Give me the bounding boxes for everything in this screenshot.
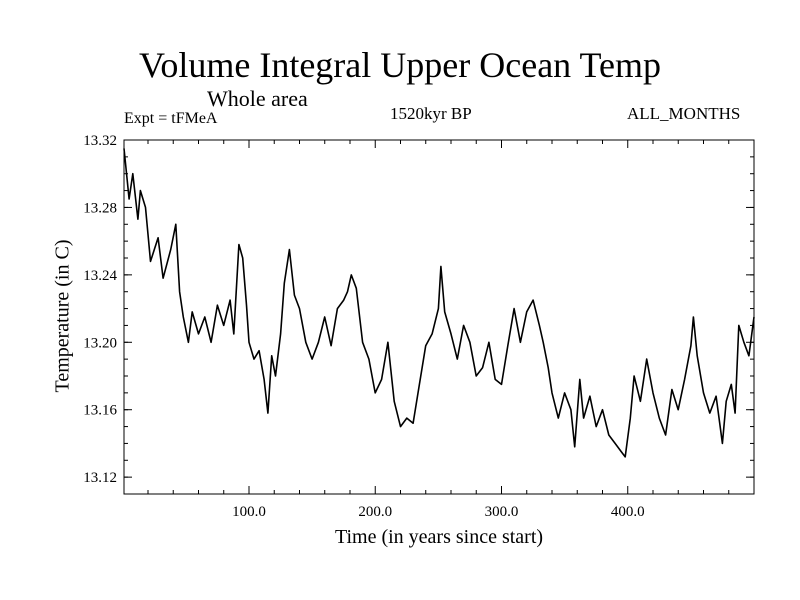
y-tick-label: 13.28 xyxy=(83,200,117,216)
x-tick-label: 100.0 xyxy=(232,504,266,520)
x-axis-label: Time (in years since start) xyxy=(334,526,544,548)
y-tick-label: 13.32 xyxy=(83,133,117,149)
x-tick-label: 400.0 xyxy=(611,504,645,520)
experiment-label: Expt = tFMeA xyxy=(124,110,218,127)
plot-frame xyxy=(123,139,755,495)
series-group xyxy=(123,148,755,458)
temperature-series-line xyxy=(123,148,755,458)
months-label: ALL_MONTHS xyxy=(627,104,741,123)
y-tick-label: 13.12 xyxy=(83,470,117,486)
axis-ticks: 13.12 13.16 13.20 13.24 13.28 13.32 100.0 200.0… xyxy=(83,133,754,520)
period-label: 1520kyr BP xyxy=(390,104,472,123)
x-tick-label: 200.0 xyxy=(358,504,392,520)
x-tick-label: 300.0 xyxy=(485,504,519,520)
y-tick-label: 13.24 xyxy=(83,268,117,284)
area-subtitle: Whole area xyxy=(207,86,308,111)
chart-title: Volume Integral Upper Ocean Temp xyxy=(139,45,661,85)
y-tick-label: 13.16 xyxy=(83,403,117,419)
y-tick-label: 13.20 xyxy=(83,335,117,351)
